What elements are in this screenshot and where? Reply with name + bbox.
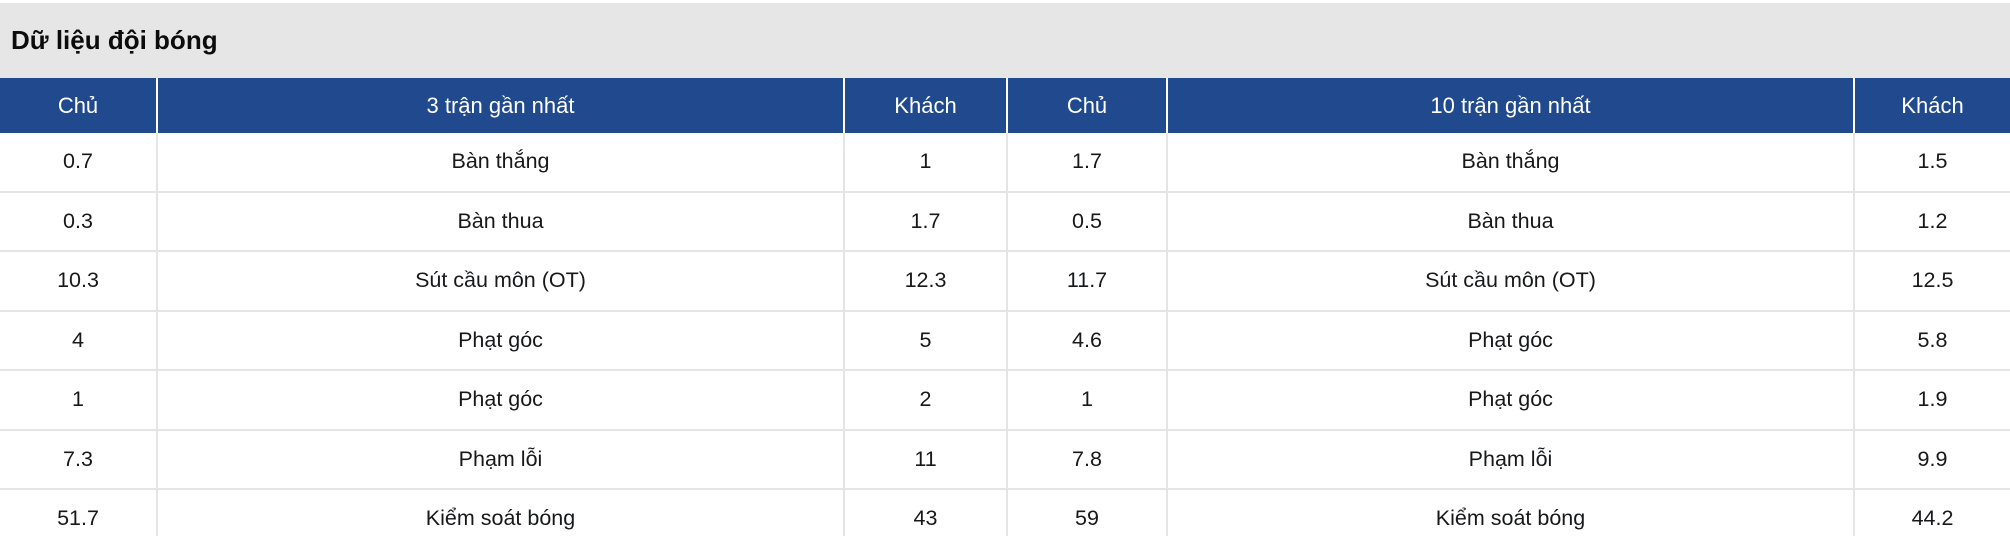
stat-value-away-3: 5 — [843, 310, 1007, 371]
table-row: 7.3 Phạm lỗi 11 7.8 Phạm lỗi 9.9 — [0, 429, 2010, 490]
table-row: 1 Phạt góc 2 1 Phạt góc 1.9 — [0, 370, 2010, 431]
table-row: 0.3 Bàn thua 1.7 0.5 Bàn thua 1.2 — [0, 191, 2010, 252]
stat-label-10: Bàn thua — [1166, 191, 1854, 252]
stat-label-10: Phạm lỗi — [1166, 429, 1854, 490]
stat-label-10: Sút cầu môn (OT) — [1166, 251, 1854, 312]
col-header-last-3: 3 trận gần nhất — [156, 78, 844, 133]
stat-value-away-10: 12.5 — [1853, 251, 2010, 312]
stat-label-3: Bàn thắng — [156, 133, 844, 193]
table-header-row: Chủ 3 trận gần nhất Khách Chủ 10 trận gầ… — [0, 78, 2010, 133]
stat-value-home-3: 51.7 — [0, 489, 157, 536]
col-header-last-10: 10 trận gần nhất — [1166, 78, 1854, 133]
stat-value-away-3: 12.3 — [843, 251, 1007, 312]
stat-value-home-10: 7.8 — [1006, 429, 1167, 490]
stat-value-home-3: 0.3 — [0, 191, 157, 252]
section-title: Dữ liệu đội bóng — [11, 25, 218, 56]
stat-value-away-3: 11 — [843, 429, 1007, 490]
col-header-home-3: Chủ — [0, 78, 157, 133]
table-row: 51.7 Kiểm soát bóng 43 59 Kiểm soát bóng… — [0, 489, 2010, 536]
stat-label-3: Phạt góc — [156, 310, 844, 371]
col-header-home-10: Chủ — [1006, 78, 1167, 133]
stat-value-away-3: 1.7 — [843, 191, 1007, 252]
team-stats-table: Chủ 3 trận gần nhất Khách Chủ 10 trận gầ… — [0, 78, 2010, 536]
stat-label-3: Phạm lỗi — [156, 429, 844, 490]
stat-value-home-10: 1.7 — [1006, 133, 1167, 193]
stat-label-3: Bàn thua — [156, 191, 844, 252]
stat-label-3: Kiểm soát bóng — [156, 489, 844, 536]
stat-value-home-10: 1 — [1006, 370, 1167, 431]
table-row: 10.3 Sút cầu môn (OT) 12.3 11.7 Sút cầu … — [0, 251, 2010, 312]
stat-value-home-10: 11.7 — [1006, 251, 1167, 312]
stat-value-home-10: 0.5 — [1006, 191, 1167, 252]
col-header-away-3: Khách — [843, 78, 1007, 133]
stat-label-10: Kiểm soát bóng — [1166, 489, 1854, 536]
section-title-bar: Dữ liệu đội bóng — [0, 3, 2010, 78]
stat-value-home-10: 4.6 — [1006, 310, 1167, 371]
stat-value-home-3: 4 — [0, 310, 157, 371]
stat-value-home-3: 7.3 — [0, 429, 157, 490]
stat-label-10: Phạt góc — [1166, 370, 1854, 431]
stat-label-10: Bàn thắng — [1166, 133, 1854, 193]
stat-value-away-10: 5.8 — [1853, 310, 2010, 371]
table-row: 4 Phạt góc 5 4.6 Phạt góc 5.8 — [0, 310, 2010, 371]
stat-label-3: Phạt góc — [156, 370, 844, 431]
stat-label-3: Sút cầu môn (OT) — [156, 251, 844, 312]
stat-value-away-10: 1.9 — [1853, 370, 2010, 431]
stat-value-away-3: 1 — [843, 133, 1007, 193]
stat-value-away-10: 1.5 — [1853, 133, 2010, 193]
stat-value-home-3: 10.3 — [0, 251, 157, 312]
stat-value-away-10: 9.9 — [1853, 429, 2010, 490]
col-header-away-10: Khách — [1853, 78, 2010, 133]
stat-value-away-10: 1.2 — [1853, 191, 2010, 252]
stat-value-away-3: 2 — [843, 370, 1007, 431]
table-row: 0.7 Bàn thắng 1 1.7 Bàn thắng 1.5 — [0, 133, 2010, 193]
stat-value-away-3: 43 — [843, 489, 1007, 536]
stat-value-home-3: 0.7 — [0, 133, 157, 193]
stat-value-away-10: 44.2 — [1853, 489, 2010, 536]
stat-value-home-10: 59 — [1006, 489, 1167, 536]
stat-label-10: Phạt góc — [1166, 310, 1854, 371]
stat-value-home-3: 1 — [0, 370, 157, 431]
